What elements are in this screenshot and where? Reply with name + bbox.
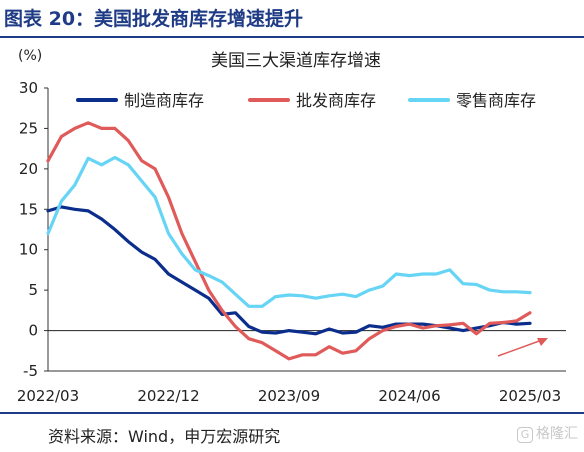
x-tick-label: 2022/03	[17, 387, 79, 405]
figure-header: 图表 20：美国批发商库存增速提升	[0, 0, 584, 38]
y-tick-label: 0	[28, 322, 38, 340]
watermark-icon: G	[517, 427, 533, 443]
y-unit-label: (%)	[18, 48, 42, 64]
trend-arrow-icon	[537, 338, 548, 346]
x-tick-label: 2022/12	[137, 387, 199, 405]
figure-title: 图表 20：美国批发商库存增速提升	[4, 8, 304, 30]
legend-label-1: 制造商库存	[124, 91, 204, 110]
y-tick-label: 30	[19, 79, 38, 97]
y-tick-label: 10	[19, 241, 38, 259]
y-tick-label: -5	[23, 362, 38, 380]
y-tick-label: 20	[19, 160, 38, 178]
watermark-text: 格隆汇	[536, 426, 578, 442]
chart-title: 美国三大渠道库存增速	[211, 51, 381, 71]
y-tick-label: 15	[19, 200, 38, 218]
series-line-2	[46, 121, 532, 361]
source-note: 资料来源：Wind，申万宏源研究	[48, 427, 281, 446]
series-line-3	[46, 155, 532, 308]
watermark-logo: G 格隆汇	[517, 423, 578, 443]
x-tick-label: 2023/09	[258, 387, 320, 405]
series-line-1	[46, 205, 532, 336]
trend-arrow-line	[497, 339, 543, 357]
figure-footer: 资料来源：Wind，申万宏源研究 G 格隆汇	[0, 412, 584, 452]
x-tick-label: 2025/03	[499, 387, 561, 405]
line-chart: 美国三大渠道库存增速 (%) -5 0 5 10 15 20 25 30 2022/03 2022/1…	[17, 48, 566, 405]
y-tick-label: 5	[28, 281, 38, 299]
legend-label-3: 零售商库存	[456, 91, 536, 110]
legend-label-2: 批发商库存	[296, 91, 376, 110]
x-tick-label: 2024/06	[378, 387, 440, 405]
y-tick-label: 25	[19, 119, 38, 137]
